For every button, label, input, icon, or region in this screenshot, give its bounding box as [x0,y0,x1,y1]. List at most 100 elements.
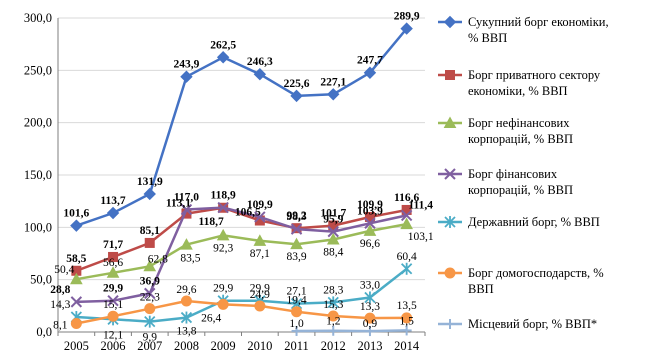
data-label: 1,0 [289,318,304,330]
data-label: 116,6 [394,192,419,204]
legend-label: Борг нефінансових [468,116,570,130]
data-point [216,51,230,64]
series-1 [70,22,413,232]
data-label: 111,4 [408,199,433,211]
data-point [290,237,303,250]
x-tick-label: 2009 [211,339,236,353]
data-point [144,315,156,328]
data-label: 29,9 [103,283,123,295]
y-tick-label: 150,0 [24,168,52,182]
legend-label: корпорацій, % ВВП [468,132,573,146]
data-label: 98,3 [286,211,306,223]
series-line [76,222,407,281]
y-tick-label: 200,0 [24,116,52,130]
data-point [400,22,413,35]
data-label: 118,7 [199,216,224,228]
x-tick-label: 2006 [101,339,126,353]
data-label: 29,6 [176,284,196,296]
legend-label: ВВП [468,282,494,296]
data-label: 118,9 [211,190,236,202]
series-line [76,206,407,304]
data-point [217,298,229,310]
series-3 [70,217,413,285]
data-label: 13,3 [360,301,380,313]
data-point [327,88,340,101]
legend-label: Борг приватного сектору [468,68,601,82]
data-point [401,312,413,324]
legend-item-7: Місцевий борг, % ВВП* [438,317,597,331]
data-point [106,266,120,278]
series-line [296,329,407,333]
y-tick-label: 250,0 [24,63,52,77]
data-point [327,296,339,309]
data-label: 13,5 [397,300,417,312]
data-point [254,211,266,223]
legend-item-3: Борг нефінансових корпорацій, % ВВП [438,116,573,146]
data-label: 1,5 [399,315,414,327]
data-label: 103,1 [408,231,434,243]
legend-marker [444,216,456,228]
data-label: 13,8 [176,326,196,338]
series-line [76,267,408,323]
legend-label: Борг домогосподарств, % [468,266,604,280]
series-4 [70,201,413,308]
data-label: 88,4 [323,246,343,258]
legend-label: Сукупний борг економіки, [468,15,609,29]
data-label: 29,9 [213,283,233,295]
x-tick-label: 2010 [247,339,272,353]
data-label: 92,3 [213,242,233,254]
legend-label: Місцевий борг, % ВВП* [468,317,597,331]
data-label-layer: 101,6 113,7 131,9 243,9 262,5 246,3 225,6 227,1… [50,11,434,344]
legend-item-1: Сукупний борг економіки, % ВВП [438,15,609,45]
data-point [253,234,267,246]
legend-item-6: Борг домогосподарств, % ВВП [438,266,604,296]
legend-marker [443,116,457,128]
data-label: 101,7 [320,208,346,220]
data-point [364,217,376,229]
data-point [70,296,83,308]
data-point [400,209,413,222]
data-label: 262,5 [210,39,236,51]
legend-label: корпорацій, % ВВП [468,183,573,197]
data-label: 289,9 [394,11,420,23]
x-tick-label: 2012 [321,339,346,353]
legend: Сукупний борг економіки, % ВВП Борг приват… [438,15,609,331]
data-label: 26,4 [201,312,221,324]
legend-marker [443,15,457,29]
legend-label: % ВВП [468,31,507,45]
data-point [327,310,339,322]
data-point [108,251,119,262]
x-tick-label: 2014 [394,339,420,353]
legend-marker [445,319,455,329]
data-label: 9,9 [143,332,158,344]
legend-label: Борг фінансових [468,167,558,181]
data-label: 60,4 [397,251,417,263]
data-label: 109,9 [247,199,273,211]
data-label: 131,9 [137,176,163,188]
data-label: 106,5 [235,207,261,219]
legend-item-5: Державний борг, % ВВП [438,215,600,229]
data-label: 58,5 [66,253,86,265]
data-point [144,303,156,315]
legend-marker [444,267,456,279]
data-point [363,66,377,79]
axis-layer: 0,0 50,0 100,0 150,0 200,0 250,0 300,0 2005 2006… [24,11,426,353]
legend-marker [444,168,456,180]
data-label: 85,1 [140,225,160,237]
y-tick-label: 0,0 [36,325,52,339]
data-point [328,325,339,336]
data-point [290,223,303,235]
data-point [290,89,303,103]
data-point [106,206,120,220]
data-point [217,201,229,214]
series-6 [70,295,413,330]
data-label: 117,0 [174,192,199,204]
data-label: 36,9 [140,275,160,287]
data-point [364,312,376,324]
data-point [363,224,377,236]
data-point [180,203,193,216]
x-tick-label: 2011 [284,339,309,353]
data-label: 8,1 [53,320,68,332]
data-label: 62,8 [148,253,168,265]
